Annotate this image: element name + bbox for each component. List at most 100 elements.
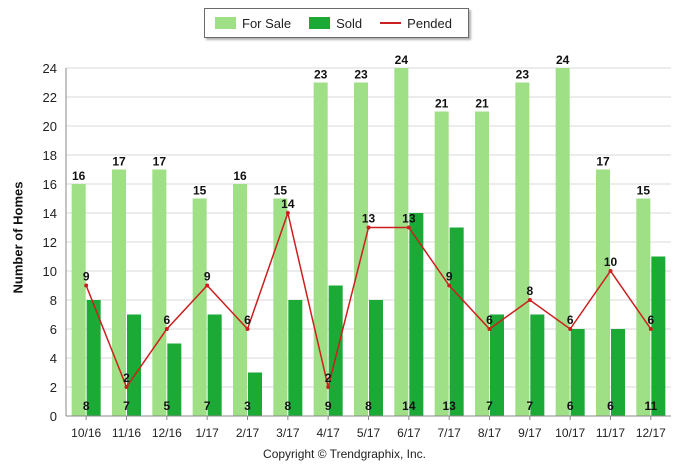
pended-point (487, 327, 492, 331)
y-tick-label: 16 (43, 177, 57, 192)
sold-value-label: 8 (83, 399, 90, 413)
bar-for-sale (233, 184, 247, 416)
bar-sold (127, 314, 141, 416)
pended-value-label: 9 (83, 270, 90, 284)
x-tick-label: 10/16 (71, 426, 101, 440)
bar-sold (530, 314, 545, 416)
x-tick-label: 8/17 (478, 426, 502, 440)
pended-point (245, 327, 250, 331)
bar-for-sale (354, 82, 368, 416)
y-tick-label: 10 (43, 264, 57, 279)
bar-sold (328, 285, 343, 416)
pended-point (608, 269, 613, 273)
sold-value-label: 8 (365, 399, 372, 413)
bar-sold (611, 329, 625, 416)
copyright-footer: Copyright © Trendgraphix, Inc. (263, 447, 426, 461)
pended-value-label: 6 (647, 313, 654, 327)
sold-value-label: 8 (284, 399, 291, 413)
for-sale-value-label: 17 (153, 155, 167, 169)
pended-value-label: 6 (163, 313, 170, 327)
pended-value-label: 9 (204, 270, 211, 284)
legend: For Sale Sold Pended (204, 8, 469, 38)
bar-sold (369, 300, 383, 416)
y-tick-label: 8 (50, 293, 57, 308)
for-sale-value-label: 15 (637, 184, 651, 198)
for-sale-value-label: 23 (516, 68, 530, 82)
pended-value-label: 2 (325, 371, 332, 385)
pended-point (285, 211, 290, 215)
for-sale-value-label: 23 (354, 68, 368, 82)
x-tick-label: 12/16 (152, 426, 182, 440)
bar-sold (86, 300, 101, 416)
bar-for-sale (71, 184, 86, 416)
sold-value-label: 9 (325, 399, 332, 413)
for-sale-value-label: 16 (72, 169, 86, 183)
sold-value-label: 3 (244, 399, 251, 413)
pended-value-label: 9 (446, 270, 453, 284)
for-sale-value-label: 15 (274, 184, 288, 198)
sold-value-label: 7 (526, 399, 533, 413)
pended-point (568, 327, 573, 331)
bar-sold (651, 256, 666, 416)
sold-value-label: 7 (123, 399, 130, 413)
sold-value-label: 6 (567, 399, 574, 413)
x-tick-label: 2/17 (236, 426, 260, 440)
x-tick-label: 3/17 (276, 426, 300, 440)
y-tick-label: 6 (50, 322, 57, 337)
for-sale-value-label: 24 (395, 53, 409, 67)
bar-for-sale (152, 169, 167, 416)
pended-value-label: 13 (402, 212, 416, 226)
legend-item-sold: Sold (309, 16, 362, 31)
pended-point (205, 283, 210, 288)
for-sale-value-label: 23 (314, 68, 328, 82)
pended-point (124, 385, 129, 389)
y-tick-label: 0 (50, 409, 57, 424)
bar-sold (248, 372, 262, 416)
bar-sold (207, 314, 222, 416)
pended-value-label: 8 (526, 284, 533, 298)
bar-sold (490, 314, 504, 416)
y-tick-label: 12 (43, 235, 57, 250)
for-sale-value-label: 21 (475, 97, 489, 111)
bar-sold (570, 329, 585, 416)
bar-for-sale (394, 68, 409, 416)
pended-point (406, 225, 411, 230)
for-sale-value-label: 17 (112, 155, 126, 169)
for-sale-value-label: 16 (233, 169, 247, 183)
pended-value-label: 6 (244, 313, 251, 327)
pended-point (648, 327, 653, 331)
bar-sold (449, 227, 464, 416)
pended-value-label: 6 (567, 313, 574, 327)
pended-point (447, 283, 452, 288)
x-tick-label: 1/17 (195, 426, 219, 440)
pended-value-label: 14 (281, 197, 295, 211)
bar-for-sale (636, 198, 651, 416)
x-tick-label: 4/17 (316, 426, 340, 440)
pended-value-label: 6 (486, 313, 493, 327)
x-tick-label: 5/17 (357, 426, 381, 440)
x-tick-label: 10/17 (555, 426, 585, 440)
y-tick-label: 22 (43, 90, 57, 105)
legend-label-pended: Pended (407, 15, 452, 31)
bar-for-sale (112, 169, 126, 416)
for-sale-value-label: 24 (556, 53, 570, 67)
x-tick-label: 6/17 (397, 426, 421, 440)
legend-item-for-sale: For Sale (215, 16, 291, 31)
x-tick-label: 11/17 (596, 426, 625, 440)
bar-sold (167, 343, 182, 416)
x-tick-label: 7/17 (437, 426, 461, 440)
pended-point (527, 298, 532, 302)
pended-value-label: 10 (604, 255, 618, 269)
bar-for-sale (555, 68, 570, 416)
pended-point (84, 283, 89, 288)
pended-value-label: 13 (362, 212, 376, 226)
sold-value-label: 13 (442, 399, 456, 413)
x-tick-label: 12/17 (636, 426, 666, 440)
bar-sold (288, 300, 303, 416)
pended-value-label: 2 (123, 371, 130, 385)
legend-label-sold: Sold (336, 15, 363, 31)
for-sale-value-label: 21 (435, 97, 449, 111)
y-tick-label: 24 (43, 61, 57, 76)
sold-value-label: 7 (486, 399, 493, 413)
